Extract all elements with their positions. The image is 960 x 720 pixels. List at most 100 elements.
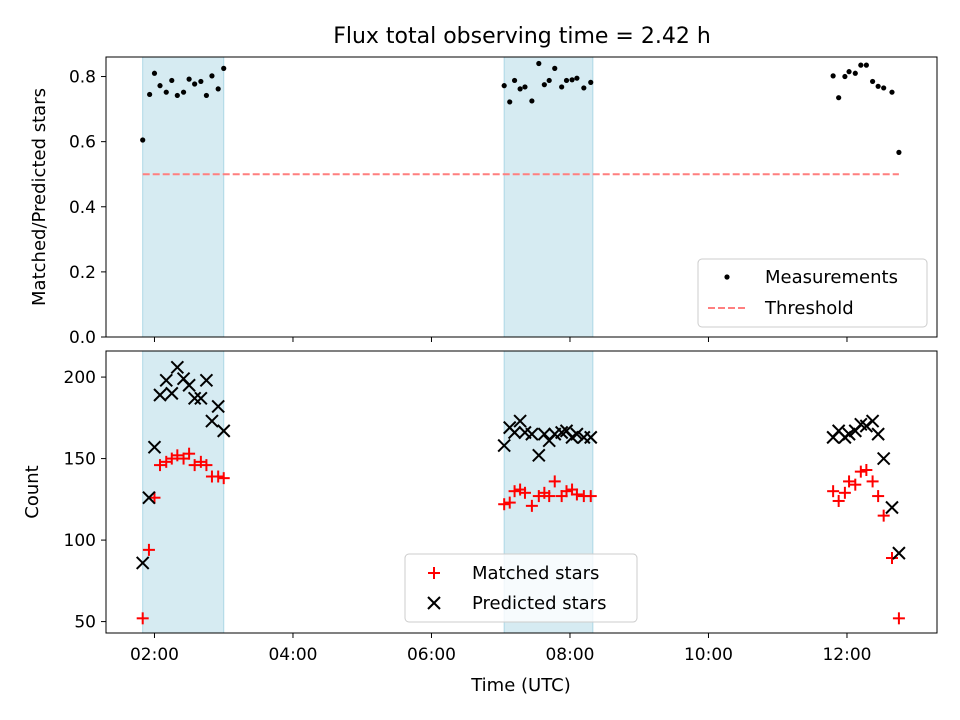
x-tick-label-4: 10:00: [684, 645, 733, 665]
predicted-star-point-b: [892, 546, 906, 560]
top-y-tick-label-4: 0.8: [69, 68, 96, 88]
predicted-star-point-22: [537, 427, 552, 441]
predicted-star-point-9: [187, 391, 202, 405]
top-shaded-interval-1: [503, 56, 594, 338]
predicted-star-point-b: [559, 424, 574, 438]
top-plot-frame: [105, 56, 938, 338]
matched-star-point-24: [548, 475, 561, 488]
predicted-star-point-b: [570, 427, 584, 441]
predicted-star-point-b: [497, 438, 511, 453]
predicted-star-point-b: [135, 556, 150, 570]
predicted-star-point-40: [876, 451, 891, 466]
matched-star-point-42: [892, 612, 905, 625]
bottom-x-axis: 02:00 04:00 06:00 08:00 10:00 12:00: [130, 633, 871, 665]
predicted-star-point-b: [182, 378, 196, 392]
predicted-star-point-b: [147, 440, 162, 454]
x-axis-label: Time (UTC): [470, 675, 571, 696]
matched-star-point-23: [543, 490, 556, 503]
measurement-point-8: [186, 76, 192, 82]
predicted-star-point-5: [165, 386, 179, 401]
bottom-y-tick-label-2: 150: [64, 450, 96, 470]
measurement-point-20: [529, 98, 535, 104]
top-y-tick-label-0: 0.0: [69, 328, 96, 348]
predicted-star-point-b: [142, 490, 156, 505]
bottom-y-axis-label: Count: [22, 465, 43, 518]
top-shaded-interval-0: [142, 56, 225, 338]
x-tick-label-1: 04:00: [268, 645, 317, 665]
measurement-point-41: [889, 89, 895, 95]
measurement-point-36: [858, 62, 864, 68]
measurement-point-22: [541, 82, 547, 88]
bottom-panel: 50 100 150 200 02:00 04:00 06:00 08:00 10:00 12:…: [22, 350, 938, 696]
measurement-point-38: [869, 78, 876, 85]
matched-star-point-36: [854, 465, 867, 478]
predicted-star-point-17: [507, 425, 522, 440]
predicted-star-point-1: [142, 490, 156, 505]
predicted-star-point-28: [570, 427, 584, 441]
top-y-axis: 0.0 0.2 0.4 0.6 0.8: [69, 68, 106, 348]
predicted-star-point-18: [513, 414, 527, 428]
matched-star-point-39: [872, 490, 885, 503]
predicted-star-point-b: [217, 424, 231, 438]
measurement-point-35: [852, 70, 858, 76]
predicted-star-point-b: [159, 373, 173, 388]
legend-predicted-label: Predicted stars: [472, 593, 606, 614]
matched-stars-layer: [136, 447, 905, 625]
measurement-point-4: [163, 89, 169, 95]
measurements-layer: [140, 60, 902, 155]
matched-star-point-30: [584, 490, 597, 503]
measurement-point-15: [501, 83, 507, 89]
top-legend-box: [697, 258, 928, 328]
matched-star-point-28: [570, 488, 583, 501]
predicted-star-point-39: [871, 427, 885, 441]
predicted-star-point-21: [532, 448, 546, 463]
measurement-point-10: [198, 78, 204, 85]
measurement-point-7: [180, 89, 187, 95]
measurement-point-16: [507, 99, 513, 105]
predicted-star-point-4: [159, 373, 173, 388]
x-tick-label-5: 12:00: [822, 645, 871, 665]
measurement-point-9: [192, 81, 198, 87]
predicted-star-point-b: [584, 430, 598, 445]
measurement-point-13: [215, 86, 221, 92]
predicted-star-point-b: [525, 427, 539, 441]
matched-star-point-8: [183, 447, 196, 460]
legend-predicted-marker: [427, 596, 441, 610]
measurement-point-25: [559, 84, 565, 90]
measurement-point-34: [846, 69, 852, 75]
measurement-point-39: [875, 83, 881, 89]
matched-star-point-20: [525, 499, 538, 512]
measurement-point-0: [140, 137, 146, 143]
matched-star-point-32: [832, 494, 845, 507]
bottom-plot-frame: [105, 350, 938, 634]
matched-star-point-37: [860, 463, 873, 476]
measurement-point-17: [511, 77, 518, 84]
matched-star-point-9: [188, 459, 201, 472]
predicted-star-point-15: [497, 438, 511, 453]
predicted-star-point-11: [199, 373, 214, 388]
measurement-point-5: [169, 77, 175, 84]
matched-star-point-15: [498, 498, 511, 511]
measurement-point-23: [546, 77, 552, 84]
measurement-point-40: [881, 85, 887, 91]
matched-star-point-33: [838, 486, 851, 499]
predicted-star-point-8: [182, 378, 196, 392]
measurement-point-30: [588, 79, 594, 85]
predicted-star-point-12: [205, 414, 219, 428]
matched-star-point-40: [877, 509, 890, 522]
x-tick-label-2: 06:00: [407, 645, 456, 665]
matched-star-point-17: [508, 485, 521, 498]
measurement-point-14: [221, 65, 227, 71]
measurement-point-26: [563, 77, 570, 84]
matched-star-point-6: [171, 449, 184, 462]
predicted-star-point-b: [854, 417, 868, 432]
top-y-tick-label-2: 0.4: [69, 198, 96, 218]
predicted-star-point-b: [871, 427, 885, 441]
measurement-point-6: [174, 92, 180, 99]
predicted-star-point-b: [170, 360, 185, 375]
matched-star-point-11: [200, 459, 213, 472]
predicted-star-point-20: [525, 427, 539, 441]
legend-matched-label: Matched stars: [472, 563, 599, 584]
legend-matched-marker: [428, 567, 440, 579]
predicted-star-point-34: [842, 427, 856, 441]
